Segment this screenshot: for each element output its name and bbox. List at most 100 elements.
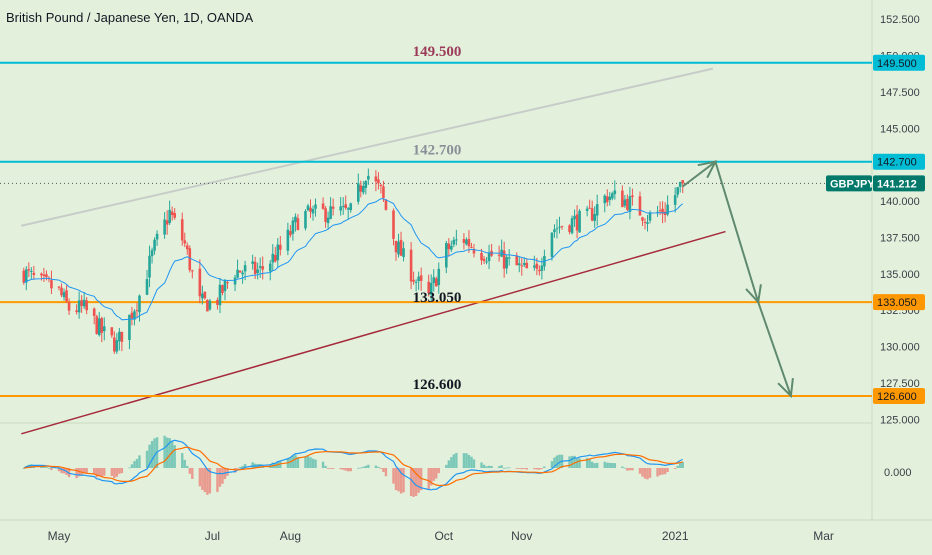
candle-186[interactable] (676, 187, 679, 198)
candle-95[interactable] (356, 173, 360, 205)
candle-0[interactable] (22, 267, 26, 285)
candle-28[interactable] (118, 327, 121, 351)
candle-59[interactable] (226, 280, 229, 289)
candle-160[interactable] (585, 205, 589, 217)
candle-158[interactable] (575, 205, 579, 239)
candle-85[interactable] (321, 197, 325, 210)
candle-155[interactable] (568, 224, 571, 235)
candle-67[interactable] (256, 262, 259, 280)
candle-65[interactable] (251, 254, 254, 270)
candle-142[interactable] (520, 258, 524, 276)
candle-143[interactable] (522, 257, 526, 268)
candle-87[interactable] (326, 211, 330, 230)
candle-63[interactable] (241, 270, 244, 284)
candle-78[interactable] (294, 213, 297, 232)
candle-69[interactable] (261, 256, 265, 280)
candle-89[interactable] (331, 198, 335, 216)
candles[interactable] (22, 168, 685, 354)
candle-34[interactable] (138, 294, 141, 322)
candle-94[interactable] (349, 202, 353, 213)
candle-61[interactable] (236, 259, 239, 279)
macd-pane[interactable] (22, 435, 684, 497)
candle-121[interactable] (447, 238, 451, 257)
candle-140[interactable] (515, 252, 519, 266)
candle-159[interactable] (578, 209, 581, 233)
candle-153[interactable] (558, 216, 561, 234)
candle-83[interactable] (311, 205, 315, 221)
candle-148[interactable] (540, 257, 544, 280)
candle-150[interactable] (550, 232, 554, 261)
candle-133[interactable] (487, 244, 491, 270)
candle-99[interactable] (367, 168, 370, 185)
candle-93[interactable] (346, 206, 350, 220)
candle-42[interactable] (168, 200, 171, 226)
candle-108[interactable] (399, 231, 403, 256)
candle-109[interactable] (402, 241, 405, 262)
candle-36[interactable] (148, 245, 151, 288)
candle-51[interactable] (201, 285, 204, 305)
candle-6[interactable] (42, 267, 46, 282)
candle-84[interactable] (314, 198, 317, 217)
candle-74[interactable] (279, 235, 282, 256)
candle-115[interactable] (427, 274, 431, 297)
candle-13[interactable] (65, 285, 68, 303)
candle-174[interactable] (631, 188, 634, 206)
candle-102[interactable] (379, 184, 383, 194)
time-axis[interactable]: May Jul Aug Oct Nov 2021 Mar (48, 529, 834, 543)
candle-33[interactable] (135, 303, 139, 318)
channel-lines[interactable] (21, 67, 726, 435)
candle-1[interactable] (25, 266, 28, 291)
candle-139[interactable] (507, 249, 511, 266)
candle-86[interactable] (324, 206, 327, 228)
candle-131[interactable] (482, 255, 486, 265)
candle-72[interactable] (273, 246, 277, 263)
upper-channel-line[interactable] (21, 67, 714, 227)
candle-100[interactable] (374, 170, 378, 192)
candle-10[interactable] (57, 286, 61, 291)
candle-91[interactable] (341, 197, 345, 215)
candle-71[interactable] (271, 244, 275, 271)
candle-184[interactable] (666, 195, 669, 217)
candle-35[interactable] (145, 269, 149, 296)
candle-118[interactable] (434, 276, 438, 287)
candle-126[interactable] (465, 237, 468, 246)
level-axis-badge[interactable] (873, 54, 925, 71)
level-axis-badge[interactable] (873, 153, 925, 170)
candle-111[interactable] (412, 271, 415, 285)
candle-171[interactable] (623, 194, 627, 208)
candle-31[interactable] (130, 306, 134, 326)
candle-19[interactable] (85, 297, 88, 315)
candle-114[interactable] (419, 267, 423, 291)
candle-105[interactable] (392, 208, 395, 246)
candle-98[interactable] (364, 180, 368, 195)
candle-57[interactable] (221, 284, 224, 296)
candle-12[interactable] (62, 288, 66, 301)
candle-62[interactable] (238, 270, 242, 273)
horizontal-levels[interactable] (0, 61, 872, 397)
candle-104[interactable] (384, 198, 388, 211)
projection-arrow[interactable] (682, 160, 794, 399)
candle-132[interactable] (485, 256, 488, 265)
candle-125[interactable] (462, 233, 466, 250)
candle-172[interactable] (626, 194, 629, 212)
candle-23[interactable] (100, 316, 104, 343)
candle-22[interactable] (97, 312, 101, 337)
candle-43[interactable] (170, 206, 174, 221)
candle-17[interactable] (80, 295, 83, 313)
candle-130[interactable] (480, 248, 483, 265)
candle-80[interactable] (304, 209, 307, 231)
candle-152[interactable] (555, 219, 559, 239)
candle-53[interactable] (206, 299, 209, 312)
candle-138[interactable] (505, 254, 508, 274)
level-axis-badge[interactable] (873, 294, 925, 311)
candle-20[interactable] (92, 307, 96, 325)
candle-76[interactable] (289, 225, 292, 238)
candle-4[interactable] (32, 265, 36, 280)
candle-79[interactable] (296, 214, 300, 231)
candle-170[interactable] (621, 185, 624, 208)
candle-168[interactable] (611, 191, 614, 201)
candle-127[interactable] (467, 230, 471, 253)
candle-9[interactable] (50, 270, 53, 294)
candle-27[interactable] (115, 333, 119, 354)
candle-162[interactable] (590, 200, 594, 222)
